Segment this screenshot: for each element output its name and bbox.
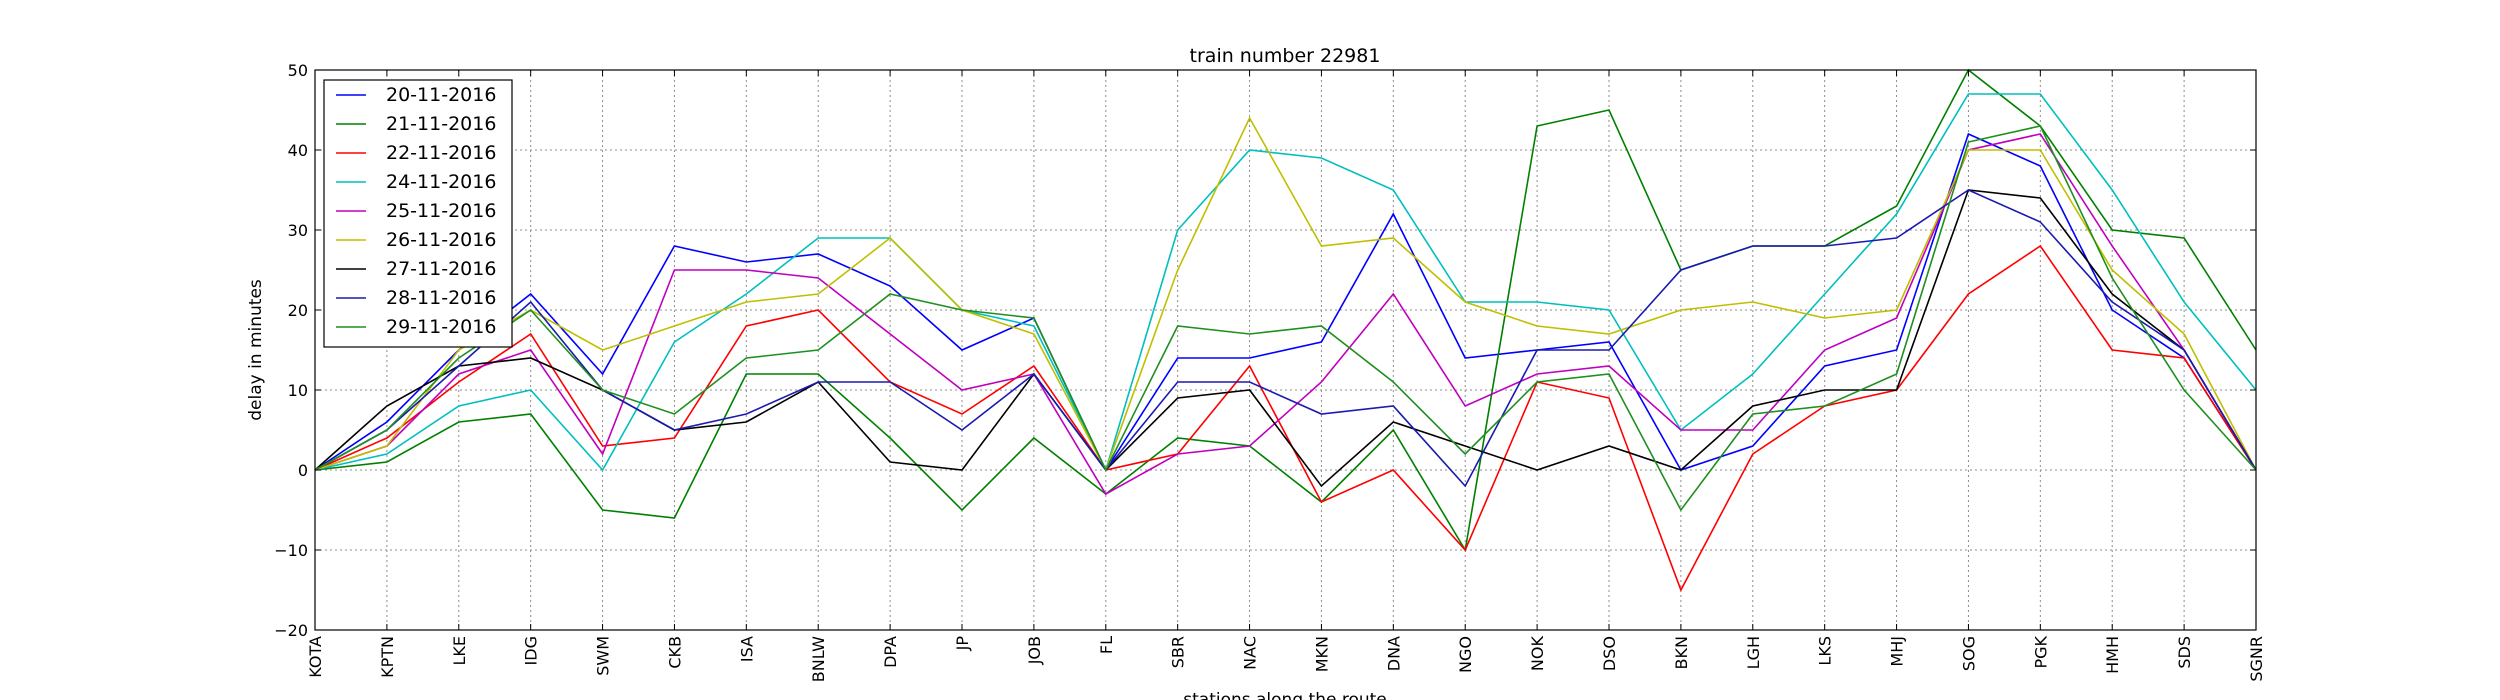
x-tick-label: NAC <box>1241 636 1260 670</box>
x-tick-label: SBR <box>1169 636 1188 668</box>
x-tick-label: MHJ <box>1888 636 1907 667</box>
legend: 20-11-2016 21-11-2016 22-11-2016 24-11-2016… <box>323 79 513 348</box>
x-tick-labels: KOTA KPTN LKE IDG SWM CKB ISA BNLW DPA JP JOB FL SBR… <box>306 636 2266 683</box>
y-tick-label: −20 <box>274 621 308 640</box>
x-tick-label: IDG <box>522 636 541 665</box>
series-line-26-11-2016 <box>314 116 2257 472</box>
legend-label: 28-11-2016 <box>386 287 496 309</box>
series-line-22-11-2016 <box>314 244 2257 592</box>
y-tick-label: 0 <box>298 461 308 480</box>
x-tick-label: DNA <box>1384 636 1403 671</box>
x-tick-label: JOB <box>1025 636 1044 665</box>
x-tick-label: CKB <box>665 636 684 669</box>
y-tick-label: 10 <box>288 381 308 400</box>
y-axis-label: delay in minutes <box>246 279 266 421</box>
legend-label: 29-11-2016 <box>386 316 496 338</box>
x-tick-label: SWM <box>594 636 613 676</box>
x-tick-label: DPA <box>881 636 900 668</box>
series-line-20-11-2016 <box>314 132 2257 472</box>
x-tick-label: ISA <box>737 636 756 662</box>
y-tick-label: 40 <box>288 141 308 160</box>
x-tick-label: LKS <box>1816 636 1835 666</box>
series-line-25-11-2016 <box>314 133 2257 496</box>
series-lines <box>314 68 2257 592</box>
x-tick-label: KOTA <box>306 636 325 678</box>
series-line-27-11-2016 <box>314 189 2257 488</box>
legend-label: 21-11-2016 <box>386 113 496 135</box>
series-line-29-11-2016 <box>314 125 2257 512</box>
legend-label: 26-11-2016 <box>386 229 496 251</box>
y-tick-label: 50 <box>288 61 308 80</box>
y-tick-label: 20 <box>288 301 308 320</box>
x-tick-label: NGO <box>1456 636 1475 673</box>
legend-label: 25-11-2016 <box>386 200 496 222</box>
x-tick-label: JP <box>953 636 972 652</box>
x-tick-label: LKE <box>450 636 469 666</box>
legend-label: 22-11-2016 <box>386 142 496 164</box>
x-tick-label: SGNR <box>2247 636 2266 682</box>
x-tick-label: KPTN <box>378 636 397 678</box>
chart-title: train number 22981 <box>1190 45 1381 67</box>
x-tick-label: FL <box>1097 636 1116 654</box>
x-tick-label: SOG <box>1959 636 1978 671</box>
y-tick-label: 30 <box>288 221 308 240</box>
x-tick-label: BKN <box>1672 636 1691 669</box>
series-line-28-11-2016 <box>314 189 2257 488</box>
y-tick-labels: −20 −10 0 10 20 30 40 50 <box>274 61 308 640</box>
x-tick-label: LGH <box>1744 636 1763 669</box>
x-axis-label: stations along the route <box>1183 690 1387 700</box>
plot-frame <box>314 69 2257 631</box>
x-tick-label: DSO <box>1600 636 1619 671</box>
axis-ticks <box>314 69 2257 631</box>
legend-label: 24-11-2016 <box>386 171 496 193</box>
x-tick-label: PGK <box>2031 636 2050 669</box>
y-tick-label: −10 <box>274 541 308 560</box>
legend-entries: 20-11-2016 21-11-2016 22-11-2016 24-11-2016… <box>336 84 496 338</box>
series-line-21-11-2016 <box>314 68 2257 553</box>
x-tick-label: NOK <box>1528 636 1547 672</box>
legend-label: 20-11-2016 <box>386 84 496 106</box>
series-line-24-11-2016 <box>314 93 2257 473</box>
x-tick-label: MKN <box>1312 636 1331 672</box>
legend-label: 27-11-2016 <box>386 258 496 280</box>
x-tick-label: BNLW <box>809 636 828 682</box>
x-tick-label: SDS <box>2175 636 2194 669</box>
x-tick-label: HMH <box>2103 636 2122 674</box>
